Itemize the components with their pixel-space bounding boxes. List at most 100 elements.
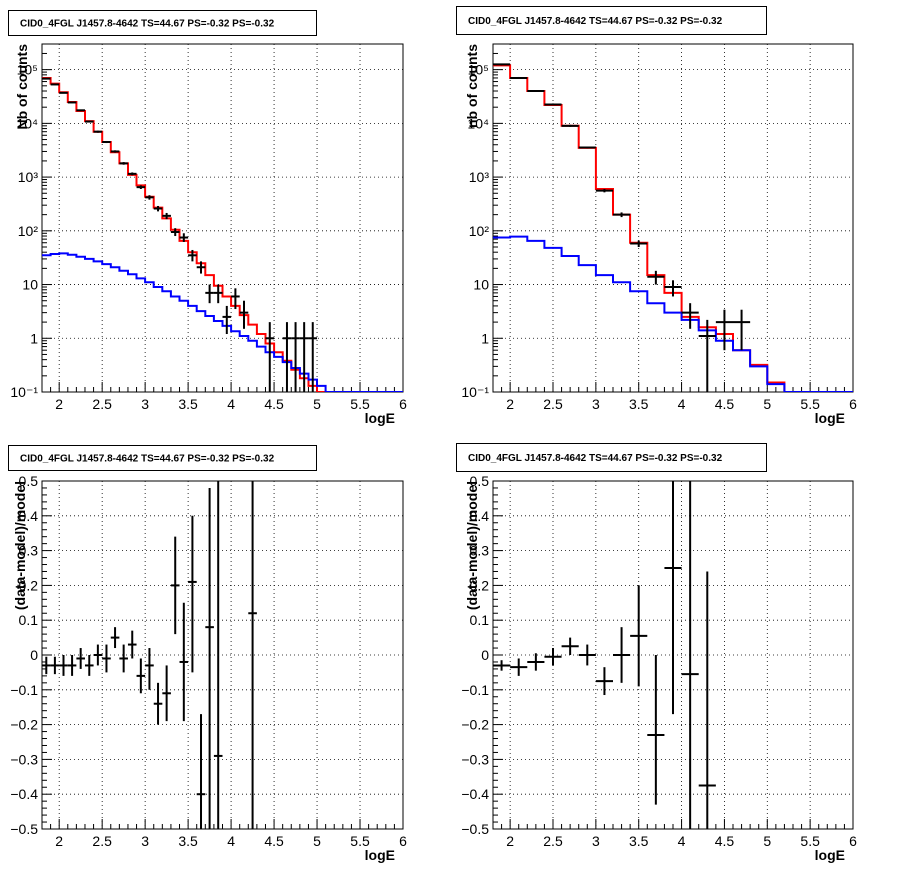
x-tick-label: 6 (399, 833, 407, 849)
data-point (291, 322, 300, 392)
data-point (136, 658, 146, 694)
x-tick-label: 5.5 (800, 396, 820, 412)
data-point (544, 648, 562, 666)
data-point (127, 172, 137, 176)
x-tick-label: 4 (678, 833, 686, 849)
y-tick-label: −0.4 (461, 786, 489, 802)
y-tick-label: 10² (469, 223, 490, 239)
y-tick-label: −0.1 (461, 682, 489, 698)
x-tick-label: 3.5 (629, 396, 649, 412)
data-point (153, 682, 163, 725)
data-point (67, 101, 77, 104)
data-point (222, 305, 232, 335)
y-tick-label: 0.2 (19, 577, 39, 593)
y-tick-label: 10⁻¹ (10, 384, 38, 400)
x-tick-label: 4 (227, 396, 235, 412)
data-point (493, 660, 511, 671)
model-histogram-blue (493, 235, 853, 392)
y-tick-label: −0.2 (10, 717, 38, 733)
y-tick-label: 10⁻¹ (461, 384, 489, 400)
data-point (102, 644, 111, 673)
x-tick-label: 5 (313, 833, 321, 849)
y-tick-label: −0.5 (10, 821, 38, 837)
y-tick-label: 10 (473, 277, 489, 293)
data-point (733, 309, 751, 351)
x-tick-label: 2.5 (543, 833, 563, 849)
y-tick-label: 0.5 (19, 473, 39, 489)
x-tick-label: 3.5 (178, 396, 198, 412)
data-point (308, 322, 318, 392)
y-tick-label: −0.3 (461, 751, 489, 767)
data-point (578, 146, 596, 149)
plot-frame (492, 43, 854, 393)
y-tick-label: 10⁵ (17, 62, 38, 78)
y-tick-label: 1 (481, 330, 489, 346)
data-point (179, 602, 189, 722)
data-point (188, 515, 197, 673)
chart-title-box (8, 10, 317, 36)
data-point (67, 655, 77, 676)
y-tick-label: −0.3 (10, 751, 38, 767)
data-point (50, 83, 60, 86)
data-point (239, 300, 249, 329)
data-point (84, 655, 94, 676)
y-tick-label: 0 (481, 647, 489, 663)
x-tick-label: 3.5 (629, 833, 649, 849)
x-tick-label: 6 (399, 396, 407, 412)
data-point (196, 714, 206, 829)
x-tick-label: 4.5 (264, 396, 284, 412)
x-tick-label: 3 (592, 833, 600, 849)
y-tick-label: −0.2 (461, 717, 489, 733)
y-tick-label: 0.5 (470, 473, 490, 489)
data-point (595, 189, 613, 193)
data-point (93, 644, 103, 666)
data-point (59, 91, 68, 94)
data-point (213, 284, 223, 304)
x-tick-label: 2.5 (92, 396, 112, 412)
data-point (664, 280, 682, 297)
model-histogram-red (493, 64, 853, 392)
data-point (145, 195, 154, 200)
y-axis-label: Nb of counts (14, 44, 30, 130)
y-tick-label: 0 (30, 647, 38, 663)
x-tick-label: 6 (849, 396, 857, 412)
data-point (93, 130, 103, 133)
x-axis-label: logE (815, 847, 845, 863)
data-point (42, 656, 51, 675)
data-point (578, 644, 596, 666)
data-point (213, 481, 223, 829)
data-point (613, 627, 631, 683)
data-point (76, 109, 85, 112)
model-histogram-red (42, 77, 403, 392)
data-point (681, 481, 699, 829)
y-axis-label: nb of counts (464, 44, 480, 128)
x-tick-label: 2 (506, 396, 514, 412)
data-point (162, 212, 171, 220)
y-tick-label: 0.2 (470, 577, 490, 593)
data-point (188, 249, 197, 262)
data-point (84, 120, 94, 123)
data-point (119, 162, 128, 165)
x-tick-label: 5 (763, 833, 771, 849)
data-point (205, 487, 214, 829)
data-point (196, 261, 206, 274)
x-axis-label: logE (365, 410, 395, 426)
y-tick-label: −0.5 (461, 821, 489, 837)
data-point (42, 77, 51, 80)
data-point (76, 648, 85, 669)
data-point (527, 653, 545, 671)
x-axis-label: logE (365, 847, 395, 863)
data-point (127, 630, 137, 659)
x-tick-label: 6 (849, 833, 857, 849)
x-tick-label: 5.5 (800, 833, 820, 849)
x-axis-label: logE (815, 410, 845, 426)
chart-title: CID0_4FGL J1457.8-4642 TS=44.67 PS=-0.32… (20, 19, 275, 30)
data-point (561, 637, 579, 655)
x-tick-label: 4.5 (715, 396, 735, 412)
data-point (265, 322, 275, 392)
y-axis-label: (data-model)/model (464, 481, 480, 610)
x-tick-label: 5.5 (350, 396, 370, 412)
x-tick-label: 4.5 (264, 833, 284, 849)
data-point (527, 90, 545, 93)
data-point (59, 655, 68, 676)
